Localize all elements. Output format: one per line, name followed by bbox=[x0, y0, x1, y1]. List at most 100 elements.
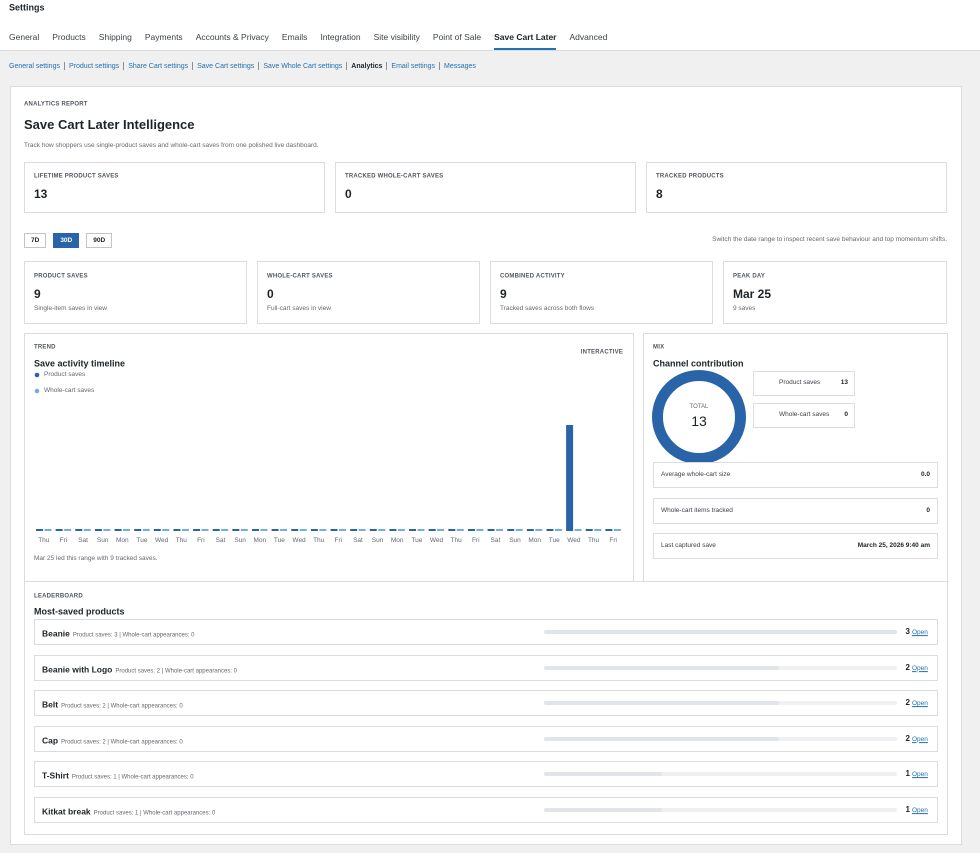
open-link[interactable]: Open bbox=[912, 771, 928, 779]
sub-nav-link[interactable]: Analytics bbox=[351, 62, 383, 70]
range-button[interactable]: 7D bbox=[24, 233, 47, 248]
sub-nav-link[interactable]: Save Cart settings bbox=[197, 62, 255, 70]
progress-fill bbox=[544, 701, 780, 706]
tab[interactable]: Emails bbox=[281, 32, 308, 42]
progress-fill bbox=[544, 630, 897, 634]
top-header bbox=[0, 0, 980, 51]
trend-title: Save activity timeline bbox=[34, 358, 126, 369]
product-count: 2 bbox=[905, 734, 910, 743]
progress-fill bbox=[544, 808, 662, 812]
product-name: Kitkat break bbox=[42, 806, 91, 817]
progress-fill bbox=[544, 665, 780, 670]
trend-eyebrow: TREND bbox=[34, 344, 56, 351]
progress-fill bbox=[544, 772, 662, 777]
separator bbox=[123, 62, 125, 70]
product-meta: Product saves: 2 | Whole-cart appearance… bbox=[115, 668, 237, 674]
product-count: 2 bbox=[905, 662, 910, 672]
open-link[interactable]: Open bbox=[912, 700, 928, 708]
range-button[interactable]: 30D bbox=[53, 233, 80, 248]
leaderboard-title: Most-saved products bbox=[34, 606, 125, 617]
lifetime-card bbox=[24, 162, 325, 213]
report-description: Track how shoppers use single-product sa… bbox=[24, 142, 319, 150]
separator bbox=[63, 62, 65, 70]
range-button[interactable]: 90D bbox=[86, 233, 113, 248]
sub-nav-link[interactable]: Email settings bbox=[391, 62, 435, 70]
kpi-value: 0 bbox=[267, 286, 274, 301]
separator bbox=[386, 62, 388, 70]
lifetime-label: LIFETIME PRODUCT SAVES bbox=[34, 173, 119, 180]
kpi-note: Tracked saves across both flows bbox=[500, 305, 595, 313]
kpi-card bbox=[257, 261, 480, 324]
mix-stat-label: Average whole-cart size bbox=[661, 471, 731, 479]
leaderboard-eyebrow: LEADERBOARD bbox=[34, 593, 83, 600]
lifetime-card bbox=[335, 162, 636, 213]
sub-nav-link[interactable]: Messages bbox=[444, 62, 476, 70]
mix-eyebrow: MIX bbox=[653, 344, 665, 351]
kpi-value: Mar 25 bbox=[733, 286, 772, 301]
sub-nav-link[interactable]: Save Whole Cart settings bbox=[263, 62, 343, 70]
separator bbox=[192, 62, 194, 70]
open-link[interactable]: Open bbox=[912, 629, 928, 637]
progress-fill bbox=[544, 736, 780, 741]
sub-nav-link[interactable]: Share Cart settings bbox=[128, 62, 189, 70]
product-line: Cap Product saves: 2 | Whole-cart appeara… bbox=[42, 729, 183, 748]
product-meta: Product saves: 2 | Whole-cart appearance… bbox=[61, 739, 183, 746]
tab[interactable]: General bbox=[9, 32, 40, 42]
lifetime-value: 13 bbox=[34, 186, 48, 201]
tab[interactable]: Integration bbox=[320, 32, 361, 42]
sub-nav-link[interactable]: General settings bbox=[9, 62, 60, 70]
product-name: Beanie bbox=[42, 628, 70, 639]
lifetime-label: TRACKED WHOLE-CART SAVES bbox=[345, 173, 444, 180]
open-link[interactable]: Open bbox=[912, 664, 928, 672]
mix-legend-item bbox=[753, 403, 855, 428]
kpi-label: COMBINED ACTIVITY bbox=[500, 273, 565, 280]
product-name: Beanie with Logo bbox=[42, 664, 113, 674]
tab[interactable]: Shipping bbox=[98, 32, 132, 42]
mix-stat-value: 0.0 bbox=[920, 471, 930, 479]
lifetime-card bbox=[646, 162, 947, 213]
tab[interactable]: Products bbox=[52, 32, 86, 42]
report-eyebrow: ANALYTICS REPORT bbox=[24, 101, 88, 108]
product-count: 2 bbox=[905, 698, 910, 708]
mix-stat-label: Whole-cart items tracked bbox=[661, 506, 733, 514]
mix-legend-value: 13 bbox=[840, 379, 848, 387]
mix-legend-item bbox=[753, 371, 855, 396]
open-link[interactable]: Open bbox=[912, 735, 928, 743]
product-name: T-Shirt bbox=[42, 770, 69, 781]
mix-legend-name: Product saves bbox=[779, 379, 821, 387]
kpi-card bbox=[490, 261, 713, 324]
sub-nav-link[interactable]: Product settings bbox=[68, 62, 120, 70]
trend-badge: INTERACTIVE bbox=[580, 349, 623, 356]
page-title: Settings bbox=[9, 2, 45, 13]
kpi-card bbox=[723, 261, 947, 324]
kpi-label: PRODUCT SAVES bbox=[34, 273, 88, 280]
product-name: Cap bbox=[42, 735, 59, 746]
open-link[interactable]: Open bbox=[912, 807, 928, 815]
separator bbox=[258, 62, 260, 70]
lifetime-value: 8 bbox=[656, 186, 663, 201]
tab[interactable]: Accounts & Privacy bbox=[195, 32, 269, 42]
tab[interactable]: Save Cart Later bbox=[494, 28, 557, 50]
kpi-label: PEAK DAY bbox=[733, 273, 766, 280]
tab[interactable]: Payments bbox=[144, 32, 183, 42]
product-line: Belt Product saves: 2 | Whole-cart appear… bbox=[42, 694, 183, 713]
product-line: Kitkat break Product saves: 1 | Whole-car… bbox=[42, 800, 215, 819]
range-switch: 7D 30D 90D bbox=[24, 233, 113, 248]
mix-title: Channel contribution bbox=[653, 358, 744, 369]
separator bbox=[346, 62, 348, 70]
product-line: Beanie Product saves: 3 | Whole-cart appe… bbox=[42, 622, 195, 641]
tab-bar: General Products Shipping Payments Accounts … bbox=[9, 28, 607, 50]
product-count: 1 bbox=[905, 769, 910, 779]
tab[interactable]: Site visibility bbox=[373, 32, 420, 42]
separator bbox=[439, 62, 440, 70]
tab[interactable]: Point of Sale bbox=[432, 32, 482, 42]
lifetime-value: 0 bbox=[345, 186, 352, 201]
kpi-value: 9 bbox=[34, 286, 41, 301]
kpi-note: Full-cart saves in view bbox=[267, 305, 331, 313]
product-meta: Product saves: 1 | Whole-cart appearance… bbox=[71, 774, 194, 781]
trend-panel bbox=[24, 333, 634, 582]
kpi-value: 9 bbox=[500, 286, 507, 301]
tab[interactable]: Advanced bbox=[569, 32, 608, 42]
progress-track bbox=[544, 808, 897, 812]
